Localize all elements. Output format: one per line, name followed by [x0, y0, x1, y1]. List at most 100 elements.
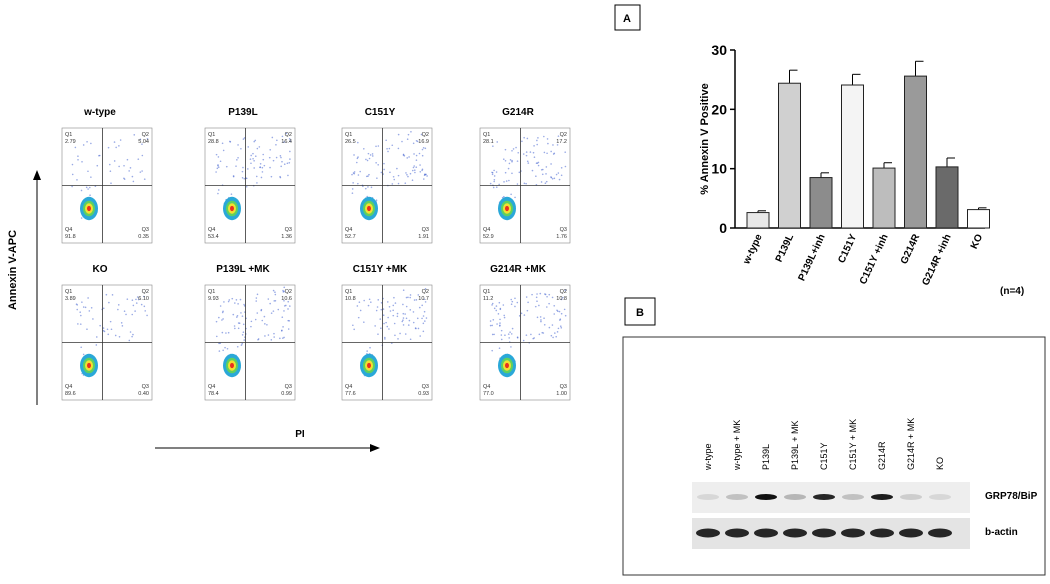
event-dot — [397, 147, 400, 150]
event-dot — [412, 311, 415, 313]
quadrant-value: 28.1 — [483, 139, 494, 145]
event-dot — [415, 139, 418, 142]
event-dot — [558, 310, 561, 313]
event-dot — [533, 337, 535, 339]
arrow-head — [370, 444, 380, 452]
event-dot — [367, 175, 369, 177]
event-dot — [243, 177, 246, 180]
event-dot — [402, 303, 404, 306]
event-dot — [77, 158, 79, 161]
event-dot — [542, 168, 544, 171]
bar — [841, 84, 864, 229]
event-dot — [81, 161, 83, 163]
plot-title: w-type — [83, 107, 116, 118]
event-dot — [370, 301, 372, 303]
event-dot — [288, 161, 291, 164]
event-dot — [273, 300, 276, 302]
event-dot — [511, 149, 513, 152]
event-dot — [131, 299, 134, 301]
event-dot — [415, 154, 418, 157]
event-dot — [540, 320, 542, 323]
quadrant-name: Q3 — [285, 384, 292, 390]
y-axis-label: Annexin V-APC — [7, 230, 19, 310]
event-dot — [397, 174, 400, 177]
event-dot — [370, 186, 373, 189]
event-dot — [283, 305, 286, 307]
event-dot — [282, 326, 284, 328]
event-dot — [537, 137, 539, 139]
quadrant-value: 1.76 — [556, 234, 567, 240]
blot-band — [755, 494, 777, 500]
event-dot — [136, 296, 139, 298]
event-dot — [86, 140, 88, 143]
event-dot — [242, 323, 245, 326]
event-dot — [409, 338, 412, 341]
blot-band — [900, 494, 922, 500]
event-dot — [224, 346, 226, 349]
event-dot — [413, 165, 416, 167]
event-dot — [552, 144, 554, 146]
y-tick-label: 20 — [711, 101, 727, 117]
plot-title: P139L +MK — [216, 264, 270, 275]
event-dot — [543, 317, 545, 320]
event-dot — [491, 333, 494, 336]
event-dot — [553, 313, 556, 315]
event-dot — [534, 305, 537, 308]
event-dot — [222, 349, 224, 352]
quadrant-value: 2.79 — [65, 139, 76, 145]
event-dot — [530, 333, 532, 336]
quadrant-value: 0.35 — [138, 234, 149, 240]
event-dot — [512, 148, 515, 150]
event-dot — [407, 133, 410, 136]
event-dot — [365, 175, 368, 178]
event-dot — [80, 189, 83, 192]
quadrant-value: 5.04 — [138, 139, 149, 145]
event-dot — [269, 166, 271, 169]
event-dot — [355, 161, 358, 164]
event-dot — [388, 147, 391, 150]
event-dot — [254, 318, 257, 321]
event-dot — [108, 301, 110, 304]
event-dot — [417, 294, 420, 296]
event-dot — [499, 324, 501, 327]
event-dot — [119, 139, 122, 141]
event-dot — [387, 150, 389, 153]
x-tick-label: P139L+inh — [796, 233, 827, 283]
event-dot — [366, 195, 369, 198]
y-axis-label: % Annexin V Positive — [699, 83, 711, 194]
event-dot — [536, 143, 538, 146]
event-dot — [102, 329, 105, 332]
event-dot — [282, 289, 284, 292]
event-dot — [250, 325, 252, 328]
event-dot — [553, 304, 556, 307]
event-dot — [397, 182, 400, 185]
event-dot — [499, 308, 502, 311]
quadrant-name: Q4 — [345, 384, 352, 390]
event-dot — [215, 153, 218, 156]
density-core — [230, 362, 234, 369]
event-dot — [396, 312, 399, 315]
event-dot — [418, 152, 421, 155]
event-dot — [264, 335, 266, 337]
event-dot — [393, 296, 395, 299]
event-dot — [256, 147, 259, 150]
blot-band — [725, 528, 749, 538]
event-dot — [557, 172, 560, 174]
quadrant-name: Q3 — [285, 227, 292, 233]
event-dot — [135, 302, 138, 304]
density-core — [87, 205, 91, 212]
event-dot — [413, 299, 416, 301]
event-dot — [543, 324, 546, 326]
event-dot — [383, 322, 385, 325]
event-dot — [236, 159, 238, 161]
event-dot — [423, 298, 425, 301]
event-dot — [504, 171, 507, 174]
event-dot — [406, 138, 409, 141]
bar — [809, 177, 833, 229]
event-dot — [393, 322, 396, 325]
quadrant-name: Q2 — [560, 289, 567, 295]
event-dot — [424, 301, 427, 303]
quadrant-value: 10.7 — [418, 296, 429, 302]
event-dot — [420, 133, 423, 136]
event-dot — [77, 155, 79, 157]
